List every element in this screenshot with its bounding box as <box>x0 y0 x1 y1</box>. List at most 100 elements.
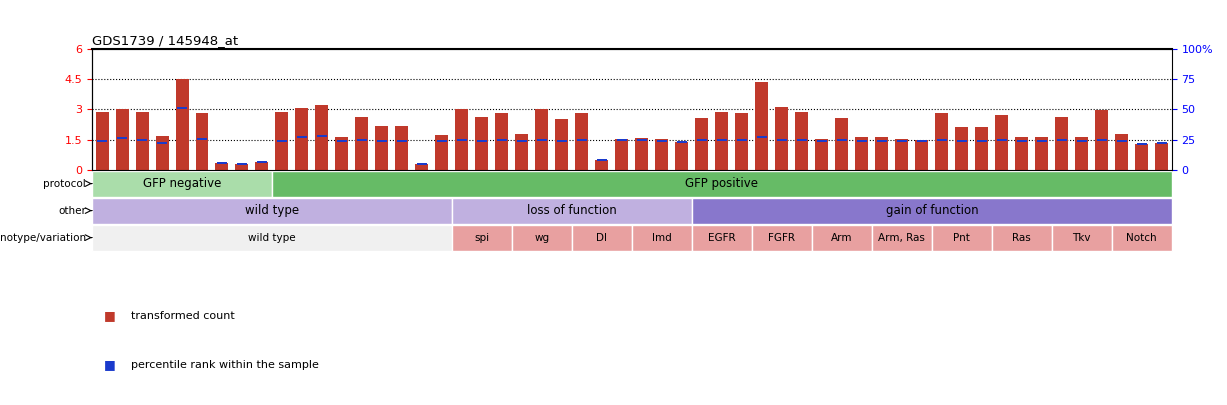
Text: wild type: wild type <box>245 204 299 217</box>
Text: Imd: Imd <box>652 232 671 243</box>
Bar <box>177 107 188 109</box>
Bar <box>575 113 589 170</box>
Bar <box>816 139 828 170</box>
Bar <box>117 137 128 139</box>
Bar <box>1117 140 1126 142</box>
Bar <box>1112 225 1172 251</box>
Bar <box>92 225 452 251</box>
Bar <box>572 225 632 251</box>
Text: Arm, Ras: Arm, Ras <box>879 232 925 243</box>
Bar <box>477 140 487 142</box>
Bar <box>97 140 107 142</box>
Bar <box>775 107 789 170</box>
Bar <box>595 160 609 170</box>
Bar <box>812 225 872 251</box>
Bar <box>335 137 348 170</box>
Bar <box>517 140 528 142</box>
Bar <box>296 108 308 170</box>
Text: spi: spi <box>475 232 490 243</box>
Bar <box>315 105 329 170</box>
Bar <box>855 137 869 170</box>
Bar <box>1115 134 1129 170</box>
Bar <box>496 113 508 170</box>
Bar <box>616 139 628 170</box>
Bar <box>317 134 328 137</box>
Bar <box>276 112 288 170</box>
Bar <box>92 198 452 224</box>
Bar <box>375 126 389 170</box>
Bar <box>137 139 147 141</box>
Bar <box>512 225 572 251</box>
Bar <box>455 109 469 170</box>
Bar <box>636 138 648 170</box>
Bar <box>1136 143 1147 145</box>
Bar <box>115 109 129 170</box>
Text: EGFR: EGFR <box>708 232 736 243</box>
Bar <box>216 163 228 170</box>
Bar <box>717 139 728 141</box>
Bar <box>656 140 667 142</box>
Bar <box>436 134 448 170</box>
Bar <box>452 225 512 251</box>
Bar <box>536 139 547 141</box>
Text: Ras: Ras <box>1012 232 1031 243</box>
Bar <box>995 115 1009 170</box>
Bar <box>1055 117 1069 170</box>
Bar <box>1096 111 1108 170</box>
Bar <box>655 139 669 170</box>
Bar <box>1157 142 1167 144</box>
Bar <box>1036 137 1048 170</box>
Text: GFP positive: GFP positive <box>686 177 758 190</box>
Bar <box>975 126 988 170</box>
Bar <box>297 136 307 138</box>
Bar <box>752 225 812 251</box>
Bar <box>1076 140 1087 142</box>
Bar <box>135 112 148 170</box>
Text: transformed count: transformed count <box>131 311 236 321</box>
Bar <box>277 140 287 142</box>
Bar <box>875 137 888 170</box>
Bar <box>196 138 207 140</box>
Text: Arm: Arm <box>831 232 853 243</box>
Bar <box>1097 139 1107 141</box>
Text: percentile rank within the sample: percentile rank within the sample <box>131 360 319 369</box>
Bar <box>456 139 467 141</box>
Bar <box>417 163 427 165</box>
Bar <box>236 164 249 170</box>
Bar <box>837 139 847 141</box>
Bar <box>1135 144 1148 170</box>
Text: wild type: wild type <box>248 232 296 243</box>
Bar <box>396 140 407 142</box>
Bar <box>557 140 567 142</box>
Text: Tkv: Tkv <box>1072 232 1091 243</box>
Bar <box>735 113 748 170</box>
Bar <box>377 140 388 142</box>
Bar <box>697 139 707 141</box>
Bar <box>577 139 587 141</box>
Bar <box>1052 225 1112 251</box>
Bar <box>692 198 1172 224</box>
Bar <box>675 142 688 170</box>
Bar <box>1015 137 1028 170</box>
Bar <box>452 198 692 224</box>
Bar <box>357 139 367 141</box>
Bar <box>876 140 887 142</box>
Bar <box>956 126 968 170</box>
Bar <box>157 142 167 144</box>
Bar <box>936 139 947 141</box>
Bar <box>896 139 908 170</box>
Text: Dl: Dl <box>596 232 607 243</box>
Bar <box>817 140 827 142</box>
Bar <box>1056 139 1067 141</box>
Bar <box>756 82 768 170</box>
Bar <box>416 164 428 170</box>
Bar <box>931 225 991 251</box>
Bar <box>757 136 767 138</box>
Bar <box>356 117 368 170</box>
Bar <box>255 162 269 170</box>
Bar <box>957 140 967 142</box>
Text: protocol: protocol <box>43 179 86 189</box>
Bar <box>632 225 692 251</box>
Text: ■: ■ <box>104 358 117 371</box>
Bar <box>1037 140 1047 142</box>
